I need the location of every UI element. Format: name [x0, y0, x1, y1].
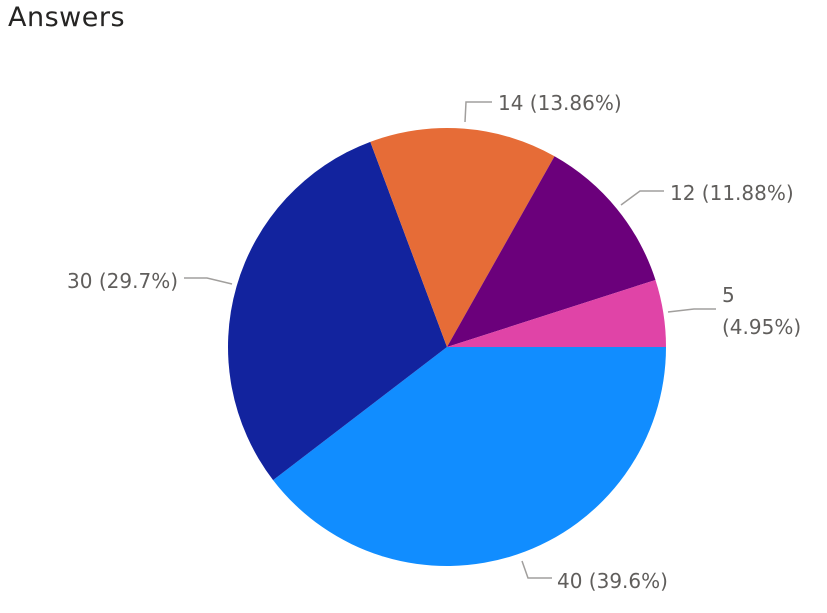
data-label: 14 (13.86%)	[498, 91, 622, 115]
data-label: 40 (39.6%)	[557, 569, 668, 593]
data-label: 5	[722, 283, 735, 307]
pie-slice-30[interactable]	[227, 141, 447, 481]
chart-title: Answers	[8, 2, 126, 33]
leader-line	[620, 190, 664, 206]
data-label: 12 (11.88%)	[670, 181, 794, 205]
data-label: (4.95%)	[722, 315, 801, 339]
pie-slice-12[interactable]	[447, 156, 656, 347]
pie-slices	[227, 127, 666, 567]
data-label: 30 (29.7%)	[67, 269, 178, 293]
leader-line	[464, 101, 492, 123]
leader-line	[184, 277, 233, 285]
pie-slice-14[interactable]	[370, 127, 555, 347]
leader-line	[521, 560, 552, 579]
pie-slice-40[interactable]	[273, 347, 666, 567]
leader-line	[667, 308, 716, 313]
data-labels: 40 (39.6%) 30 (29.7%) 14 (13.86%) 12 (11.88…	[67, 91, 801, 593]
pie-slice-5[interactable]	[447, 279, 666, 347]
